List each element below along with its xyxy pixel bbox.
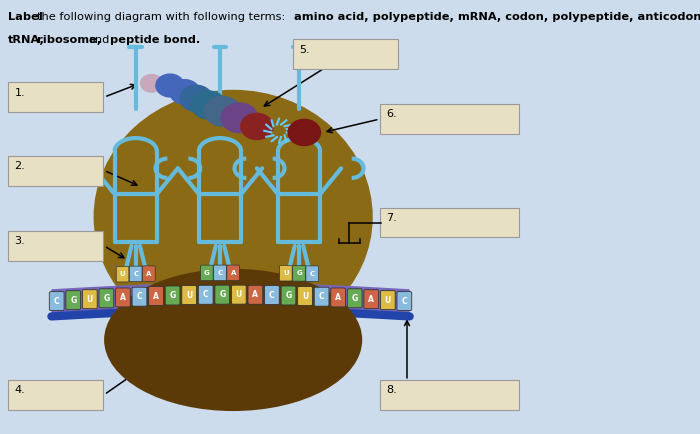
Text: the following diagram with following terms:: the following diagram with following ter… (37, 12, 289, 22)
Circle shape (179, 85, 213, 112)
Text: G: G (204, 270, 210, 276)
Text: C: C (402, 296, 407, 306)
Text: G: G (169, 291, 176, 300)
Text: 4.: 4. (15, 385, 25, 395)
FancyBboxPatch shape (314, 287, 329, 306)
FancyBboxPatch shape (83, 289, 97, 309)
Text: 5.: 5. (299, 45, 309, 55)
FancyBboxPatch shape (293, 266, 305, 281)
FancyBboxPatch shape (200, 265, 213, 281)
FancyBboxPatch shape (347, 289, 362, 308)
FancyBboxPatch shape (281, 286, 296, 305)
Text: A: A (253, 290, 258, 299)
Text: and: and (88, 35, 110, 45)
FancyBboxPatch shape (99, 289, 113, 308)
Text: U: U (283, 270, 288, 276)
Text: C: C (133, 271, 139, 277)
Text: A: A (153, 292, 159, 300)
FancyBboxPatch shape (215, 285, 230, 304)
Text: U: U (120, 271, 125, 277)
Text: C: C (203, 290, 209, 299)
FancyBboxPatch shape (331, 288, 346, 307)
Circle shape (190, 90, 226, 119)
Circle shape (220, 102, 258, 133)
Text: C: C (136, 292, 142, 301)
Text: 8.: 8. (386, 385, 397, 395)
FancyBboxPatch shape (306, 266, 318, 281)
FancyBboxPatch shape (293, 39, 398, 69)
FancyBboxPatch shape (198, 285, 213, 304)
Ellipse shape (94, 90, 373, 344)
FancyBboxPatch shape (279, 266, 292, 281)
Text: 3.: 3. (15, 237, 25, 247)
Circle shape (240, 113, 274, 140)
Polygon shape (51, 283, 410, 313)
Text: 1.: 1. (15, 88, 25, 98)
Text: C: C (309, 271, 315, 276)
FancyBboxPatch shape (130, 266, 142, 282)
FancyBboxPatch shape (265, 286, 279, 305)
Text: peptide bond.: peptide bond. (111, 35, 201, 45)
Text: A: A (120, 293, 126, 302)
Text: C: C (218, 270, 223, 276)
Text: A: A (146, 271, 152, 276)
FancyBboxPatch shape (379, 380, 519, 410)
Circle shape (155, 73, 185, 98)
Text: C: C (54, 296, 60, 306)
Text: G: G (103, 294, 109, 303)
FancyBboxPatch shape (8, 231, 102, 261)
FancyBboxPatch shape (8, 156, 102, 185)
Text: C: C (269, 291, 274, 299)
FancyBboxPatch shape (364, 289, 379, 309)
FancyBboxPatch shape (143, 266, 155, 281)
FancyBboxPatch shape (116, 266, 129, 282)
Text: 2.: 2. (15, 161, 25, 171)
FancyBboxPatch shape (66, 291, 80, 309)
Text: ribosome,: ribosome, (37, 35, 102, 45)
FancyBboxPatch shape (132, 287, 147, 306)
Text: 7.: 7. (386, 213, 397, 223)
Text: 6.: 6. (386, 109, 396, 119)
Text: A: A (335, 293, 341, 302)
FancyBboxPatch shape (165, 286, 180, 305)
Text: U: U (87, 295, 93, 304)
FancyBboxPatch shape (397, 292, 412, 311)
Circle shape (288, 118, 321, 146)
FancyBboxPatch shape (148, 286, 163, 306)
FancyBboxPatch shape (379, 104, 519, 134)
FancyBboxPatch shape (116, 288, 130, 307)
Text: C: C (318, 292, 324, 301)
Text: G: G (351, 294, 358, 303)
FancyBboxPatch shape (214, 265, 226, 281)
Circle shape (169, 79, 200, 105)
Circle shape (204, 96, 242, 127)
FancyBboxPatch shape (182, 286, 197, 305)
FancyBboxPatch shape (248, 285, 262, 304)
Text: tRNA,: tRNA, (8, 35, 45, 45)
Text: U: U (302, 292, 308, 300)
FancyBboxPatch shape (379, 207, 519, 237)
FancyBboxPatch shape (380, 291, 395, 309)
FancyBboxPatch shape (298, 286, 312, 306)
Text: U: U (385, 296, 391, 305)
Text: A: A (230, 270, 236, 276)
Text: Label: Label (8, 12, 43, 22)
Text: G: G (219, 290, 225, 299)
Text: A: A (368, 295, 374, 304)
Text: G: G (286, 291, 292, 300)
Ellipse shape (104, 269, 362, 411)
Text: U: U (236, 290, 242, 299)
FancyBboxPatch shape (49, 292, 64, 311)
FancyBboxPatch shape (8, 380, 102, 410)
Text: G: G (296, 270, 302, 276)
Text: G: G (70, 296, 76, 305)
FancyBboxPatch shape (232, 285, 246, 304)
Text: U: U (186, 291, 193, 299)
Text: amino acid, polypeptide, mRNA, codon, polypeptide, anticodon,: amino acid, polypeptide, mRNA, codon, po… (294, 12, 700, 22)
FancyBboxPatch shape (8, 82, 102, 112)
FancyBboxPatch shape (227, 265, 239, 281)
Circle shape (140, 74, 163, 93)
